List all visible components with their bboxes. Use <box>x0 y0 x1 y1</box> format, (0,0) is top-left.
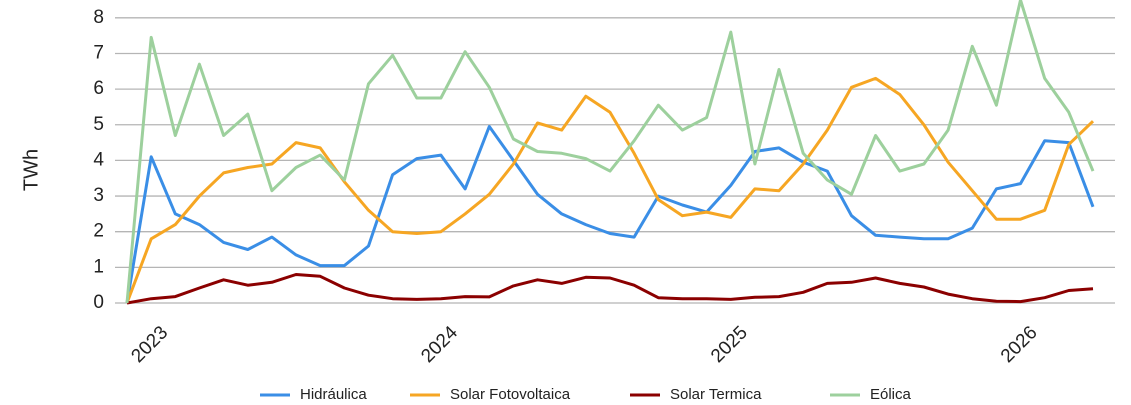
y-tick-label: 4 <box>93 149 104 170</box>
y-tick-label: 1 <box>93 256 104 277</box>
series-line <box>126 273 1094 305</box>
y-tick-label: 3 <box>93 185 104 206</box>
x-tick-label: 2025 <box>707 322 752 367</box>
legend-label: Hidráulica <box>300 386 367 403</box>
series-line <box>125 76 1095 304</box>
legend-label: Eólica <box>870 386 912 403</box>
x-tick-label: 2023 <box>127 322 172 367</box>
y-tick-label: 0 <box>93 292 104 313</box>
y-tick-label: 5 <box>93 114 104 135</box>
y-tick-label: 7 <box>93 42 104 63</box>
x-tick-label: 2024 <box>417 322 462 367</box>
y-tick-label: 6 <box>93 78 104 99</box>
x-tick-label: 2026 <box>997 322 1042 367</box>
series-line <box>125 0 1095 304</box>
legend-label: Solar Fotovoltaica <box>450 386 571 403</box>
series-line <box>125 125 1095 304</box>
legend-label: Solar Termica <box>670 386 762 403</box>
y-tick-label: 8 <box>93 7 104 28</box>
y-axis-label: TWh <box>20 149 42 191</box>
y-tick-label: 2 <box>93 221 104 242</box>
